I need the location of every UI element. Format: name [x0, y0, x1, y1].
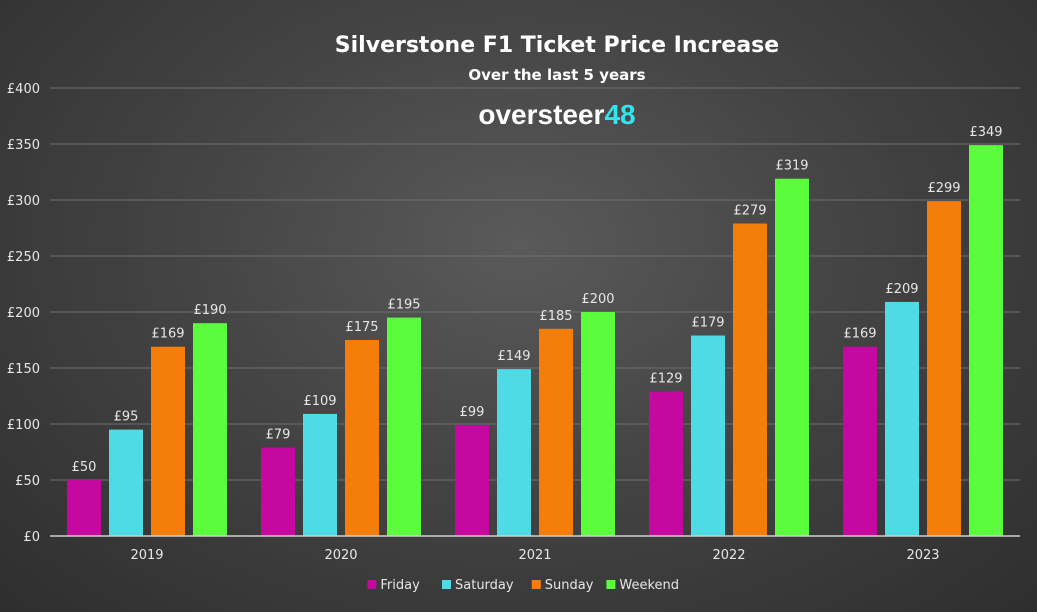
data-label: £109: [303, 394, 336, 409]
bar-sunday: [151, 346, 185, 536]
bar-weekend: [387, 317, 421, 536]
y-tick-label: £50: [15, 474, 40, 489]
data-label: £179: [691, 316, 724, 331]
x-tick-label: 2020: [324, 548, 357, 563]
bar-saturday: [885, 301, 919, 536]
x-tick-label: 2023: [906, 548, 939, 563]
y-tick-label: £200: [7, 306, 40, 321]
bar-friday: [649, 391, 683, 536]
y-tick-label: £0: [23, 530, 40, 545]
brand-logo: oversteer48: [478, 99, 635, 130]
bar-sunday: [539, 328, 573, 536]
x-tick-label: 2022: [712, 548, 745, 563]
y-tick-label: £400: [7, 82, 40, 97]
data-label: £149: [497, 349, 530, 364]
data-label: £209: [885, 282, 918, 297]
data-label: £175: [345, 320, 378, 335]
legend-label: Weekend: [619, 578, 679, 593]
bar-friday: [67, 480, 101, 536]
y-tick-label: £100: [7, 418, 40, 433]
data-label: £185: [539, 309, 572, 324]
y-tick-label: £150: [7, 362, 40, 377]
chart-title: Silverstone F1 Ticket Price Increase: [335, 33, 779, 58]
bar-weekend: [775, 178, 809, 536]
legend-label: Friday: [380, 578, 420, 593]
data-label: £349: [969, 125, 1002, 140]
data-label: £95: [114, 410, 139, 425]
brand-logo-text: oversteer: [478, 99, 604, 130]
y-tick-label: £300: [7, 194, 40, 209]
bar-saturday: [303, 413, 337, 536]
legend-label: Saturday: [455, 578, 514, 593]
brand-logo-accent: 48: [604, 99, 635, 130]
bar-sunday: [733, 223, 767, 536]
legend-swatch: [367, 580, 377, 589]
data-label: £190: [193, 303, 226, 318]
bar-weekend: [581, 312, 615, 536]
data-label: £79: [266, 428, 291, 443]
data-label: £169: [843, 327, 876, 342]
y-tick-label: £250: [7, 250, 40, 265]
data-labels: £50 £95 £169 £190 £79 £109 £175 £195 £99 £149 £185…: [72, 125, 1003, 475]
data-label: £50: [72, 460, 97, 475]
data-label: £129: [649, 372, 682, 387]
data-label: £195: [387, 298, 420, 313]
bar-friday: [843, 346, 877, 536]
bars: [67, 145, 1003, 536]
y-tick-label: £350: [7, 138, 40, 153]
y-axis-ticks: £0 £50 £100 £150 £200 £250 £300 £350 £400: [7, 82, 40, 545]
x-axis-ticks: 2019 2020 2021 2022 2023: [130, 548, 939, 563]
bar-weekend: [969, 145, 1003, 536]
data-label: £299: [927, 181, 960, 196]
x-tick-label: 2021: [518, 548, 551, 563]
legend: Friday Saturday Sunday Weekend: [367, 578, 679, 593]
data-label: £169: [151, 327, 184, 342]
bar-friday: [455, 425, 489, 536]
bar-sunday: [345, 340, 379, 536]
bar-saturday: [691, 335, 725, 536]
data-label: £99: [460, 405, 485, 420]
chart-subtitle: Over the last 5 years: [468, 66, 645, 84]
data-label: £200: [581, 292, 614, 307]
legend-swatch: [531, 580, 541, 589]
data-label: £319: [775, 159, 808, 174]
bar-saturday: [497, 369, 531, 536]
x-tick-label: 2019: [130, 548, 163, 563]
bar-weekend: [193, 323, 227, 536]
legend-swatch: [606, 580, 616, 589]
data-label: £279: [733, 204, 766, 219]
bar-saturday: [109, 429, 143, 536]
bar-friday: [261, 447, 295, 536]
bar-sunday: [927, 201, 961, 536]
legend-swatch: [442, 580, 451, 589]
legend-label: Sunday: [545, 578, 594, 593]
